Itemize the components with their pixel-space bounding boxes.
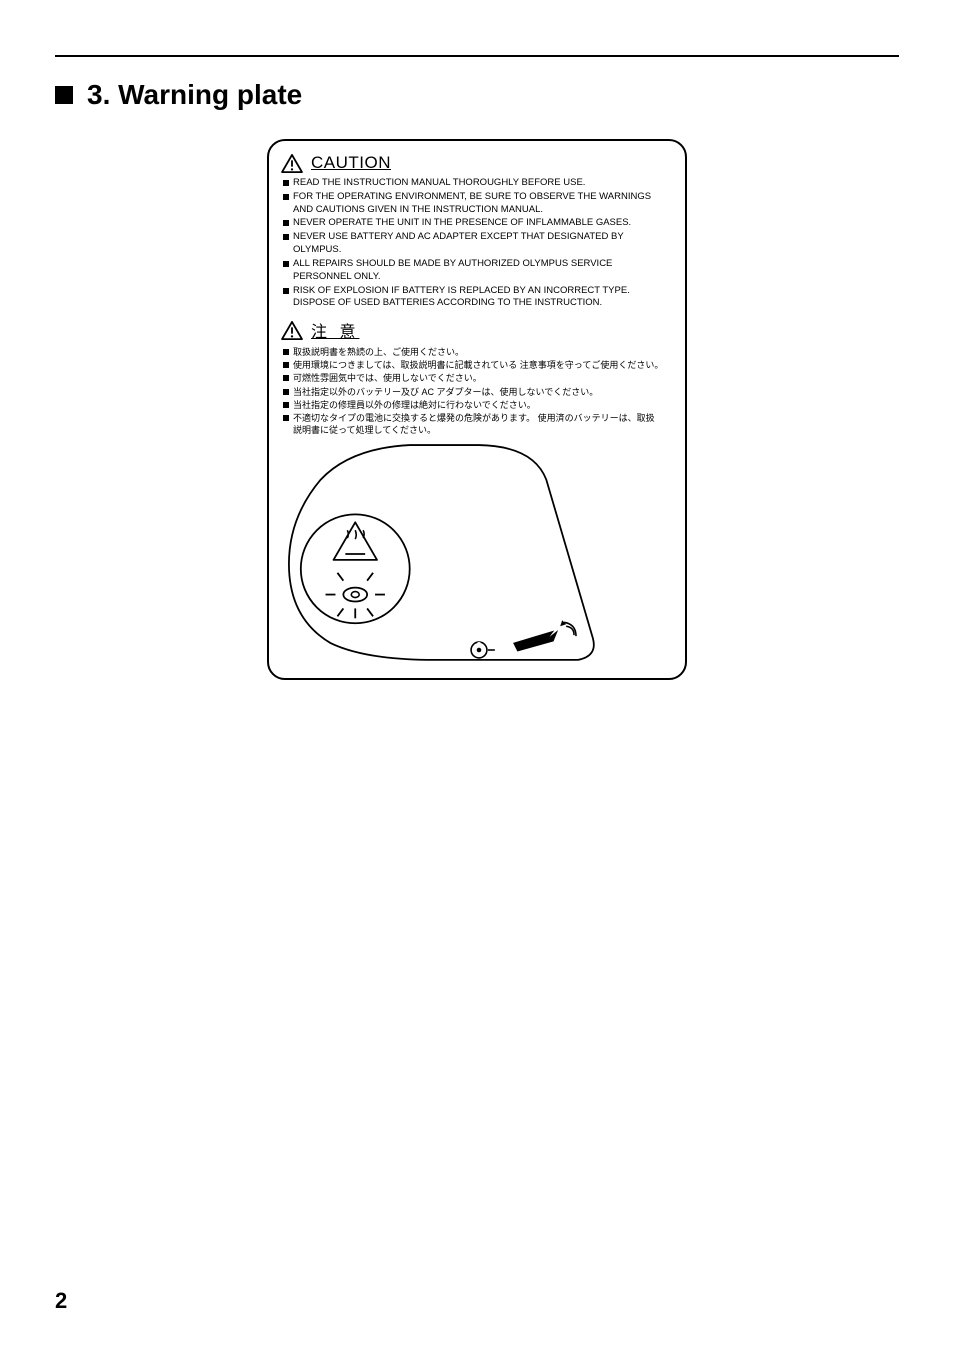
caution-item: READ THE INSTRUCTION MANUAL THOROUGHLY B…	[283, 177, 673, 190]
warning-plate: CAUTION READ THE INSTRUCTION MANUAL THOR…	[267, 139, 687, 680]
caution-item: NEVER OPERATE THE UNIT IN THE PRESENCE O…	[283, 217, 673, 230]
caution-item: 不適切なタイプの電池に交換すると爆発の危険があります。 使用済のバッテリーは、取…	[283, 412, 673, 436]
caution-item: 取扱説明書を熟読の上、ご使用ください。	[283, 346, 673, 358]
warning-triangle-icon	[281, 154, 303, 173]
caution-item: ALL REPAIRS SHOULD BE MADE BY AUTHORIZED…	[283, 258, 673, 284]
section-title-text: 3. Warning plate	[87, 79, 302, 111]
caution-item: 当社指定以外のバッテリー及び AC アダプターは、使用しないでください。	[283, 386, 673, 398]
top-rule	[55, 55, 899, 57]
caution-item: 使用環境につきましては、取扱説明書に記載されている 注意事項を守ってご使用くださ…	[283, 359, 673, 371]
caution-item: RISK OF EXPLOSION IF BATTERY IS REPLACED…	[283, 285, 673, 311]
section-title: 3. Warning plate	[55, 79, 899, 111]
caution-list-jp: 取扱説明書を熟読の上、ご使用ください。 使用環境につきましては、取扱説明書に記載…	[281, 346, 673, 436]
warning-plate-container: CAUTION READ THE INSTRUCTION MANUAL THOR…	[55, 139, 899, 680]
square-bullet-icon	[55, 86, 73, 104]
page: 3. Warning plate CAUTION READ THE INSTRU…	[0, 0, 954, 1352]
warning-triangle-icon	[281, 321, 303, 340]
caution-item: 当社指定の修理員以外の修理は絶対に行わないでください。	[283, 399, 673, 411]
caution-label-jp: 注 意	[311, 318, 359, 342]
page-number: 2	[55, 1288, 67, 1314]
caution-header-en: CAUTION	[281, 153, 673, 173]
caution-header-jp: 注 意	[281, 318, 673, 342]
caution-item: NEVER USE BATTERY AND AC ADAPTER EXCEPT …	[283, 231, 673, 257]
device-diagram	[281, 440, 673, 668]
caution-item: FOR THE OPERATING ENVIRONMENT, BE SURE T…	[283, 191, 673, 217]
caution-label-en: CAUTION	[311, 153, 391, 173]
caution-item: 可燃性雰囲気中では、使用しないでください。	[283, 372, 673, 384]
caution-list-en: READ THE INSTRUCTION MANUAL THOROUGHLY B…	[281, 177, 673, 310]
